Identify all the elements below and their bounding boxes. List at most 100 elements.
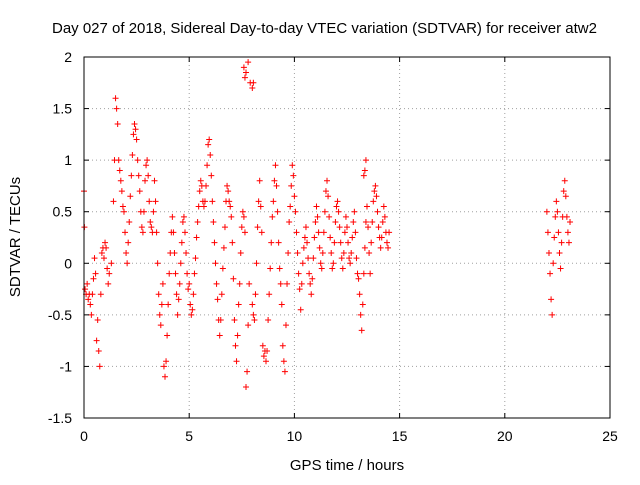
data-point bbox=[313, 203, 320, 210]
grid bbox=[84, 57, 610, 418]
data-point bbox=[268, 239, 275, 246]
data-point bbox=[321, 208, 328, 215]
data-point bbox=[136, 188, 143, 195]
data-point bbox=[203, 182, 210, 189]
data-point bbox=[87, 301, 94, 308]
data-point bbox=[230, 275, 237, 282]
data-point bbox=[201, 198, 208, 205]
x-tick-label: 20 bbox=[497, 428, 513, 444]
data-markers bbox=[81, 59, 574, 391]
data-point bbox=[188, 311, 195, 318]
data-point bbox=[185, 286, 192, 293]
data-point bbox=[100, 255, 107, 262]
data-point bbox=[276, 265, 283, 272]
data-point bbox=[152, 198, 159, 205]
data-point bbox=[205, 141, 212, 148]
data-point bbox=[545, 249, 552, 256]
data-point bbox=[200, 203, 207, 210]
data-point bbox=[357, 311, 364, 318]
data-point bbox=[189, 306, 196, 313]
data-point bbox=[148, 224, 155, 231]
data-point bbox=[124, 260, 131, 267]
data-point bbox=[88, 311, 95, 318]
data-point bbox=[142, 177, 149, 184]
data-point bbox=[284, 280, 291, 287]
data-point bbox=[240, 64, 247, 71]
data-point bbox=[186, 280, 193, 287]
data-point bbox=[365, 224, 372, 231]
data-point bbox=[554, 208, 561, 215]
data-point bbox=[304, 239, 311, 246]
data-point bbox=[351, 208, 358, 215]
data-point bbox=[319, 249, 326, 256]
data-point bbox=[226, 198, 233, 205]
data-point bbox=[250, 79, 257, 86]
data-point bbox=[259, 342, 266, 349]
data-point bbox=[243, 69, 250, 76]
data-point bbox=[157, 322, 164, 329]
data-point bbox=[355, 275, 362, 282]
data-point bbox=[179, 219, 186, 226]
data-point bbox=[181, 229, 188, 236]
data-point bbox=[212, 260, 219, 267]
data-point bbox=[562, 193, 569, 200]
data-point bbox=[544, 229, 551, 236]
data-point bbox=[191, 270, 198, 277]
data-point bbox=[176, 280, 183, 287]
data-point bbox=[163, 358, 170, 365]
data-point bbox=[173, 291, 180, 298]
data-point bbox=[301, 234, 308, 241]
data-point bbox=[91, 255, 98, 262]
data-point bbox=[557, 265, 564, 272]
data-point bbox=[183, 249, 190, 256]
data-point bbox=[150, 208, 157, 215]
data-point bbox=[255, 198, 262, 205]
data-point bbox=[138, 224, 145, 231]
data-point bbox=[297, 306, 304, 313]
data-point bbox=[281, 368, 288, 375]
data-point bbox=[312, 219, 319, 226]
data-point bbox=[328, 249, 335, 256]
data-point bbox=[325, 193, 332, 200]
data-point bbox=[187, 301, 194, 308]
data-point bbox=[272, 162, 279, 169]
data-point bbox=[291, 193, 298, 200]
data-point bbox=[159, 280, 166, 287]
data-point bbox=[196, 188, 203, 195]
x-tick-label: 0 bbox=[80, 428, 88, 444]
x-tick-label: 5 bbox=[185, 428, 193, 444]
y-tick-label: 0 bbox=[64, 255, 72, 271]
data-point bbox=[362, 157, 369, 164]
data-point bbox=[193, 234, 200, 241]
data-point bbox=[180, 213, 187, 220]
x-tick-label: 10 bbox=[287, 428, 303, 444]
data-point bbox=[249, 84, 256, 91]
data-point bbox=[288, 182, 295, 189]
data-point bbox=[316, 244, 323, 251]
data-point bbox=[133, 136, 140, 143]
data-point bbox=[120, 208, 127, 215]
data-point bbox=[208, 172, 215, 179]
data-point bbox=[348, 249, 355, 256]
data-point bbox=[293, 229, 300, 236]
data-point bbox=[335, 208, 342, 215]
data-point bbox=[104, 265, 111, 272]
data-point bbox=[274, 208, 281, 215]
data-point bbox=[246, 280, 253, 287]
data-point bbox=[270, 198, 277, 205]
data-point bbox=[143, 162, 150, 169]
y-tick-label: 1.5 bbox=[53, 101, 73, 117]
data-point bbox=[341, 229, 348, 236]
data-point bbox=[356, 291, 363, 298]
data-point bbox=[140, 208, 147, 215]
y-tick-label: 2 bbox=[64, 49, 72, 65]
data-point bbox=[280, 358, 287, 365]
data-point bbox=[153, 229, 160, 236]
data-point bbox=[285, 249, 292, 256]
data-point bbox=[95, 347, 102, 354]
data-point bbox=[102, 239, 109, 246]
data-point bbox=[371, 188, 378, 195]
data-point bbox=[359, 301, 366, 308]
data-point bbox=[295, 270, 302, 277]
data-point bbox=[221, 224, 228, 231]
